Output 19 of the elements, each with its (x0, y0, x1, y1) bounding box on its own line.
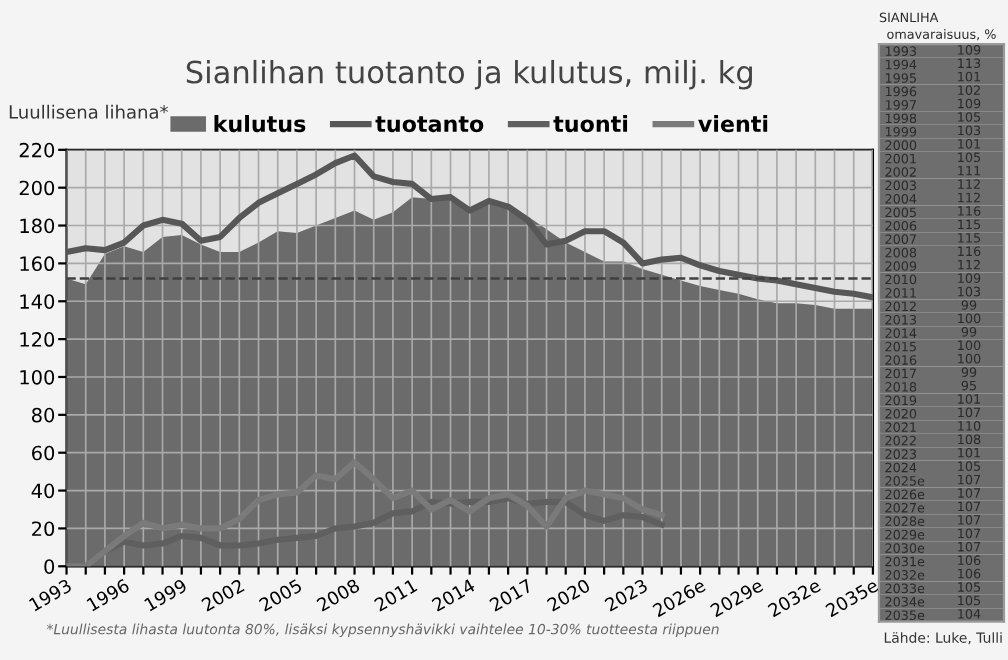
y-tick-label: 20 (32, 521, 55, 537)
chart-title: Sianlihan tuotanto ja kulutus, milj. kg (186, 59, 752, 90)
y-tick-label: 200 (19, 180, 55, 196)
y-tick-label: 60 (32, 445, 55, 461)
legend-label: tuotanto (375, 116, 484, 133)
y-tick-label: 80 (31, 407, 55, 423)
y-tick-label: 40 (31, 483, 55, 499)
legend-label: vienti (698, 114, 768, 133)
y-tick-label: 140 (20, 294, 55, 309)
y-tick-label: 220 (19, 142, 55, 158)
y-tick-label: 180 (20, 218, 55, 234)
y-tick-label: 100 (20, 369, 55, 385)
y-tick-label: 0 (44, 559, 55, 574)
y-axis-title: Luullisena lihana* (9, 104, 169, 119)
legend-label: kulutus (214, 114, 306, 133)
legend-label: tuonti (553, 114, 628, 133)
y-tick-label: 120 (20, 332, 55, 347)
y-tick-label: 160 (20, 256, 55, 272)
line-series (66, 459, 665, 567)
